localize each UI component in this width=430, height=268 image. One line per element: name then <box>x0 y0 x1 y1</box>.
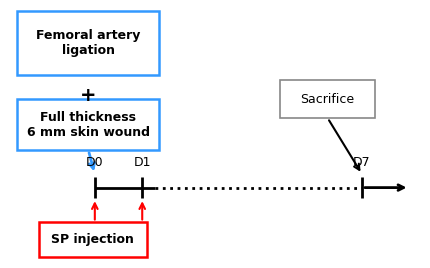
FancyBboxPatch shape <box>17 99 159 150</box>
FancyBboxPatch shape <box>17 11 159 75</box>
FancyBboxPatch shape <box>280 80 374 118</box>
Text: D1: D1 <box>133 156 150 169</box>
Text: Sacrifice: Sacrifice <box>300 93 354 106</box>
Text: D7: D7 <box>353 156 370 169</box>
Text: D0: D0 <box>86 156 103 169</box>
FancyBboxPatch shape <box>39 222 146 257</box>
Text: SP injection: SP injection <box>51 233 134 246</box>
Text: Full thickness
6 mm skin wound: Full thickness 6 mm skin wound <box>27 111 150 139</box>
Text: +: + <box>80 86 96 105</box>
Text: Femoral artery
ligation: Femoral artery ligation <box>36 29 140 57</box>
